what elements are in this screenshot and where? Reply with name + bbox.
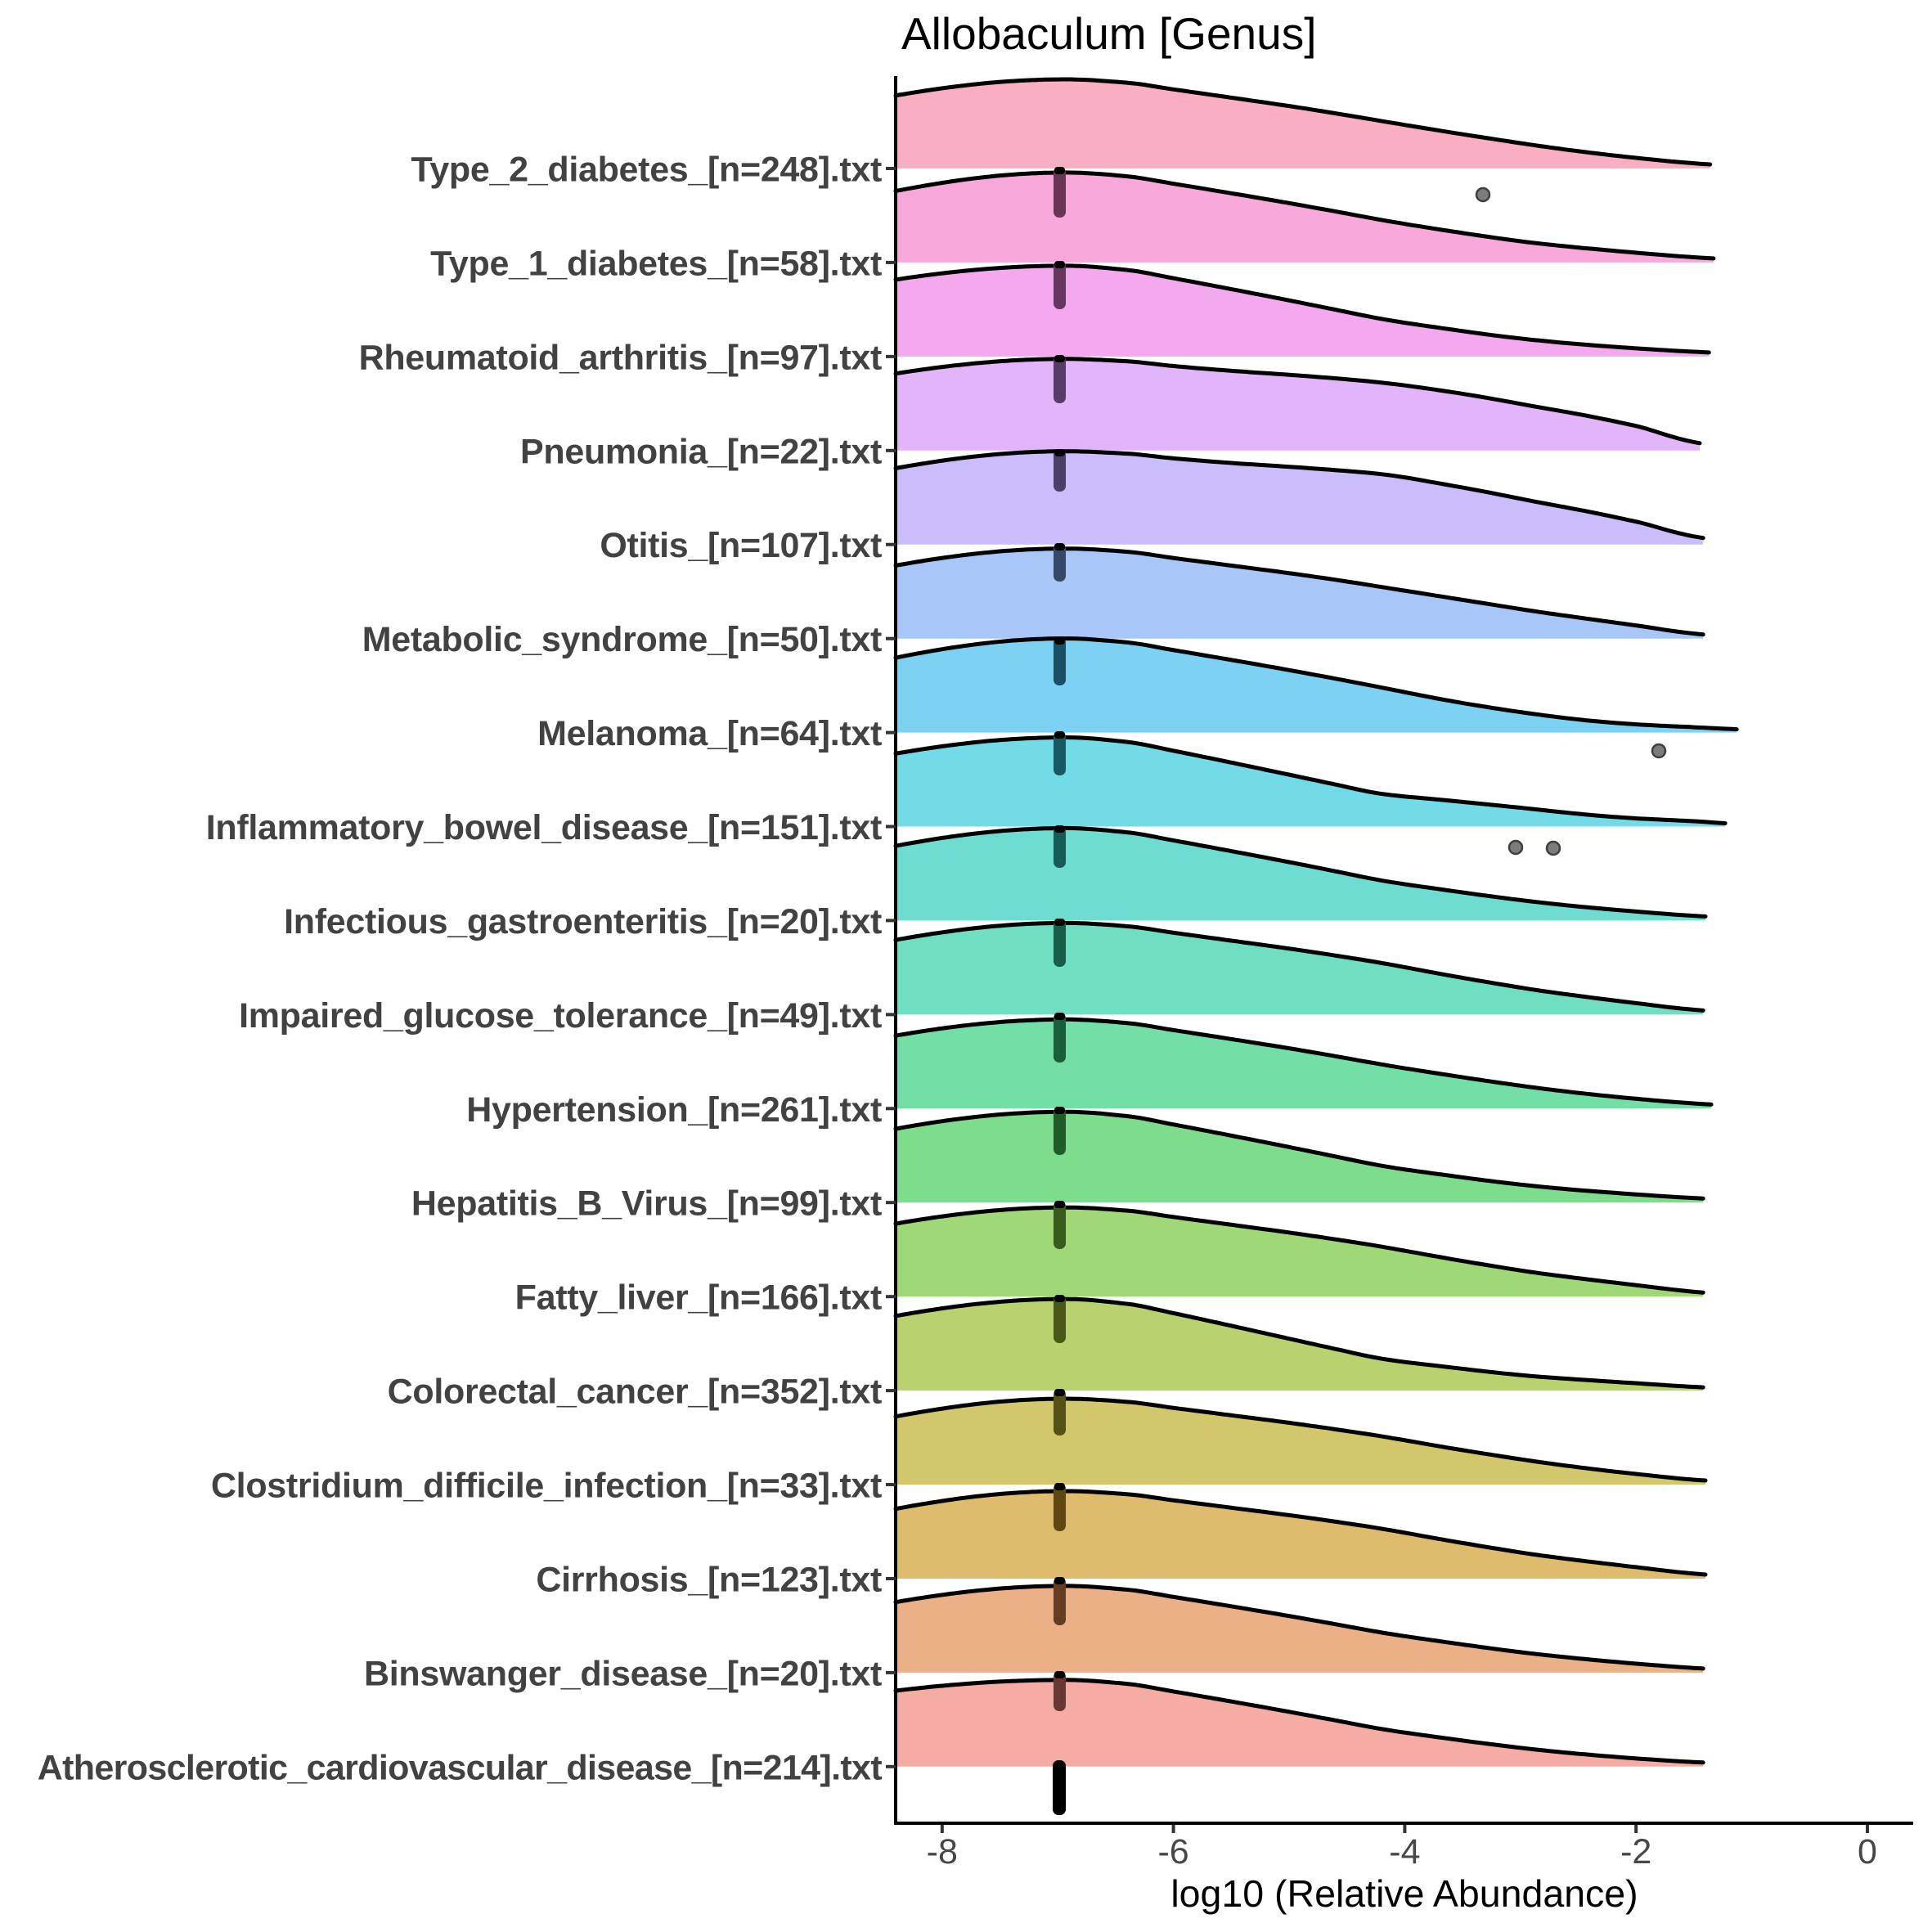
svg-text:Metabolic_syndrome_[n=50].txt: Metabolic_syndrome_[n=50].txt xyxy=(362,620,882,659)
svg-text:Inflammatory_bowel_disease_[n=: Inflammatory_bowel_disease_[n=151].txt xyxy=(206,808,882,847)
svg-text:Fatty_liver_[n=166].txt: Fatty_liver_[n=166].txt xyxy=(515,1278,882,1318)
svg-text:-4: -4 xyxy=(1389,1832,1420,1871)
svg-text:Colorectal_cancer_[n=352].txt: Colorectal_cancer_[n=352].txt xyxy=(388,1373,882,1412)
svg-text:Melanoma_[n=64].txt: Melanoma_[n=64].txt xyxy=(537,714,882,753)
svg-text:-6: -6 xyxy=(1157,1832,1188,1871)
svg-text:Binswanger_disease_[n=20].txt: Binswanger_disease_[n=20].txt xyxy=(364,1654,882,1693)
svg-text:Type_1_diabetes_[n=58].txt: Type_1_diabetes_[n=58].txt xyxy=(430,244,882,283)
svg-text:Atherosclerotic_cardiovascular: Atherosclerotic_cardiovascular_disease_[… xyxy=(38,1748,883,1787)
svg-text:Hypertension_[n=261].txt: Hypertension_[n=261].txt xyxy=(466,1090,882,1130)
svg-text:Type_2_diabetes_[n=248].txt: Type_2_diabetes_[n=248].txt xyxy=(411,151,882,190)
svg-text:Impaired_glucose_tolerance_[n=: Impaired_glucose_tolerance_[n=49].txt xyxy=(239,996,882,1036)
svg-text:Otitis_[n=107].txt: Otitis_[n=107].txt xyxy=(600,526,882,565)
svg-text:Hepatitis_B_Virus_[n=99].txt: Hepatitis_B_Virus_[n=99].txt xyxy=(411,1184,882,1224)
svg-text:Cirrhosis_[n=123].txt: Cirrhosis_[n=123].txt xyxy=(536,1561,882,1600)
svg-text:log10 (Relative Abundance): log10 (Relative Abundance) xyxy=(1170,1872,1638,1915)
svg-text:Clostridium_difficile_infectio: Clostridium_difficile_infection_[n=33].t… xyxy=(211,1467,882,1506)
svg-text:-2: -2 xyxy=(1620,1832,1651,1871)
svg-text:-8: -8 xyxy=(927,1832,958,1871)
svg-text:Pneumonia_[n=22].txt: Pneumonia_[n=22].txt xyxy=(520,432,882,471)
svg-text:Infectious_gastroenteritis_[n=: Infectious_gastroenteritis_[n=20].txt xyxy=(284,902,882,941)
svg-text:Allobaculum [Genus]: Allobaculum [Genus] xyxy=(901,8,1317,59)
svg-text:0: 0 xyxy=(1858,1832,1877,1871)
svg-text:Rheumatoid_arthritis_[n=97].tx: Rheumatoid_arthritis_[n=97].txt xyxy=(359,338,882,377)
